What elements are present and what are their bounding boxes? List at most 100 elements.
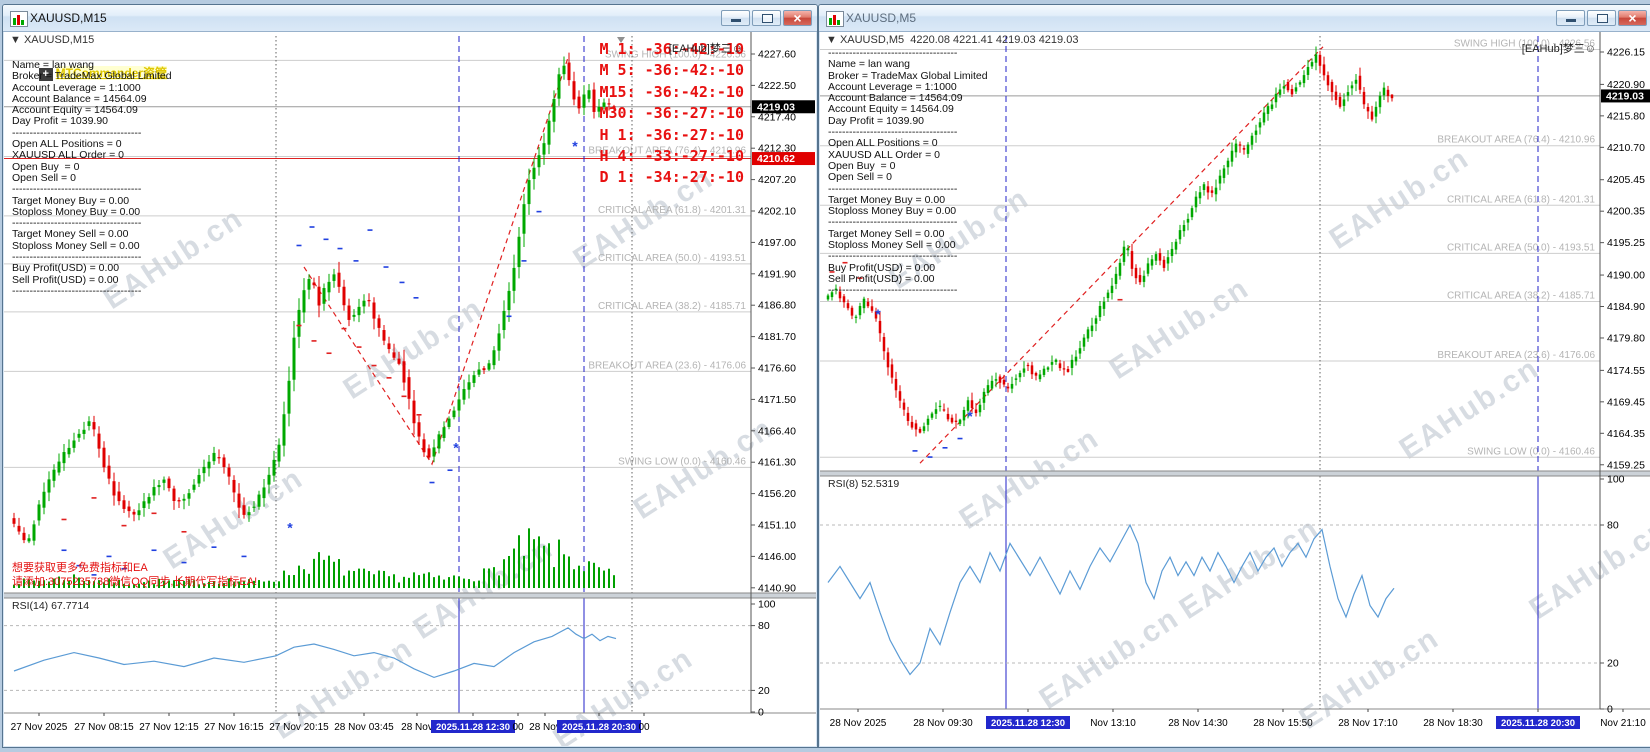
countdown-line: H 4: -33:-27:-10 [599,147,745,166]
restore-button[interactable] [1587,10,1616,26]
candle-body [1362,91,1366,105]
account-info-line: ------------------------------------- [828,47,958,59]
candle-body [882,337,886,352]
chart-canvas[interactable]: SWING HIGH (100.0) - 4226.56 BREAKOUT ARE… [820,32,1650,746]
time-label: 28 Nov 18:30 [1423,718,1483,729]
candle-body [492,350,496,366]
volume-bar [123,583,125,588]
axis-tick-label: 4205.45 [1607,174,1645,186]
candle-body [898,391,902,401]
axis-tick-label: 4186.80 [758,300,796,312]
signal-dash-blue [506,315,512,318]
candle-body [990,380,994,389]
candle-body [958,419,962,424]
candle-body [587,90,591,99]
volume-bar [313,558,315,588]
candle-body [222,457,226,468]
minimize-button[interactable] [1556,10,1585,26]
account-info-line: Target Money Buy = 0.00 [12,194,130,207]
price-axis[interactable] [752,32,816,713]
candle-body [42,491,46,508]
candle-body [372,302,376,319]
time-axis[interactable] [4,713,816,746]
close-button[interactable] [783,10,812,26]
volume-bar [428,572,430,588]
volume-bar [233,581,235,588]
rsi-tick-label: 100 [758,599,776,611]
candle-body [1178,230,1182,240]
candle-body [187,493,191,499]
candle-body [367,300,371,302]
volume-bar [333,561,335,588]
minimize-button[interactable] [721,10,750,26]
candle-body [1162,259,1166,268]
account-info-line: ------------------------------------- [828,250,958,263]
volume-bar [513,548,515,588]
candle-body [1082,337,1086,347]
candle-body [1298,82,1302,85]
account-info-line: ------------------------------------- [12,251,142,264]
volume-bar [88,580,90,588]
signal-dash-red [326,352,332,355]
signal-dash-blue [91,574,97,576]
candle-body [894,378,898,391]
volume-bar [363,568,365,588]
volume-bar [383,570,385,588]
signal-dash-red [61,518,67,521]
time-badge [431,720,515,733]
window-titlebar[interactable]: XAUUSD,M15 [3,5,817,32]
plus-icon[interactable]: + [38,68,53,81]
signal-dash-blue [912,450,918,452]
candle-body [182,498,186,501]
axis-tick-label: 4166.40 [758,425,796,437]
fib-level-label: BREAKOUT AREA (23.6) - 4176.06 [588,360,746,371]
axis-tick-label: 4164.35 [1607,428,1645,440]
candle-body [1222,168,1226,178]
fib-level-label: BREAKOUT AREA (76.4) - 4210.96 [1437,135,1595,146]
signal-dash-red [311,340,317,342]
candle-body [1174,241,1178,250]
account-info-line: Stoploss Money Sell = 0.00 [12,239,140,252]
axis-tick-label: 4222.50 [758,80,796,92]
account-info-line: Open Buy = 0 [828,159,896,172]
trend-dashed-line [303,57,569,466]
close-button[interactable] [1618,10,1647,26]
candle-body [397,358,401,364]
volume-bar [83,580,85,588]
entry-star-marker: * [967,408,973,424]
rsi-tick-label: 20 [758,685,770,697]
axis-tick-label: 4195.25 [1607,237,1645,249]
volume-bar [448,577,450,588]
countdown-line: M15: -36:-42:-10 [599,82,745,101]
account-info-line: Account Balance = 14564.09 [828,92,963,105]
volume-bar [598,567,600,588]
candle-body [1154,254,1158,261]
time-label: 28 Nov [529,722,561,733]
candle-body [982,391,986,403]
candle-body [192,484,196,490]
candle-body [902,402,906,410]
chart-canvas[interactable]: SWING HIGH (100.0) - 4226.56 BREAKOUT ARE… [4,32,816,746]
price-badge [752,152,815,166]
candle-body [527,180,531,205]
candle-body [1034,372,1038,376]
signal-dash-red [91,497,97,499]
account-info-line: Account Balance = 14564.09 [12,92,147,105]
volume-bar [398,582,400,588]
candle-body [342,286,346,306]
volume-bar [433,577,435,588]
window-titlebar[interactable]: XAUUSD,M5 [819,5,1650,32]
candle-body [1238,144,1242,146]
volume-bar [368,571,370,588]
volume-bar [458,576,460,588]
candle-body [377,318,381,328]
time-axis[interactable] [820,709,1650,746]
volume-bar [423,573,425,588]
candle-body [77,433,81,438]
price-axis[interactable] [1601,32,1650,709]
candle-body [57,461,61,473]
time-label: 00 [638,722,650,733]
candle-body [1206,186,1210,193]
restore-button[interactable] [752,10,781,26]
